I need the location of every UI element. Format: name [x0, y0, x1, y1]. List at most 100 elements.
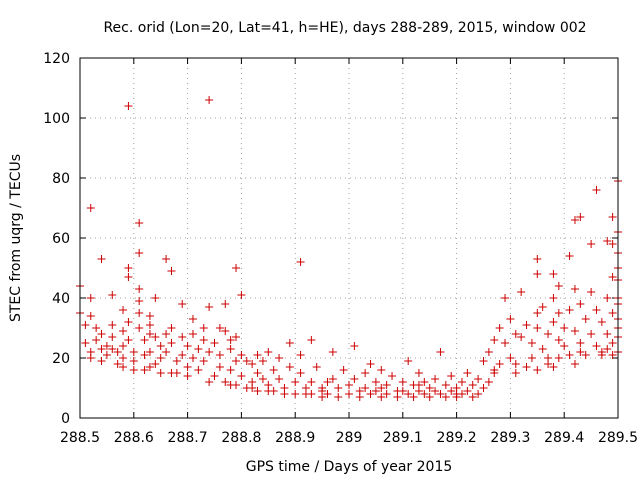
data-point	[549, 294, 558, 302]
data-point	[135, 309, 144, 317]
data-point	[307, 378, 316, 386]
data-point	[533, 366, 542, 374]
data-point	[253, 387, 262, 395]
data-point	[597, 318, 606, 326]
data-point	[97, 330, 106, 338]
data-point	[145, 312, 154, 320]
data-point	[124, 264, 133, 272]
x-tick-label: 288.9	[275, 430, 315, 446]
data-point	[237, 351, 246, 359]
data-point	[592, 306, 601, 314]
data-point	[188, 330, 197, 338]
data-point	[318, 393, 327, 401]
data-point	[301, 390, 310, 398]
data-point	[457, 378, 466, 386]
data-point	[554, 282, 563, 290]
data-point	[576, 213, 585, 221]
data-point	[350, 342, 359, 350]
data-point	[565, 306, 574, 314]
data-point	[511, 369, 520, 377]
data-point	[431, 387, 440, 395]
data-point	[226, 366, 235, 374]
data-point	[151, 333, 160, 341]
data-point	[490, 366, 499, 374]
data-point	[215, 363, 224, 371]
data-point	[145, 363, 154, 371]
data-point	[248, 360, 257, 368]
data-point	[388, 372, 397, 380]
data-point	[162, 255, 171, 263]
data-point	[334, 384, 343, 392]
data-point	[199, 324, 208, 332]
data-points	[76, 96, 622, 401]
data-point	[215, 351, 224, 359]
data-point	[484, 378, 493, 386]
data-point	[156, 369, 165, 377]
data-point	[441, 393, 450, 401]
data-point	[538, 303, 547, 311]
data-point	[205, 96, 214, 104]
data-point	[140, 336, 149, 344]
data-point	[296, 369, 305, 377]
data-point	[183, 372, 192, 380]
data-point	[119, 306, 128, 314]
data-point	[264, 348, 273, 356]
y-axis-label: STEC from uqrg / TECUs	[8, 154, 24, 322]
data-point	[162, 330, 171, 338]
data-point	[420, 390, 429, 398]
data-point	[205, 348, 214, 356]
data-point	[205, 378, 214, 386]
chart-title: Rec. orid (Lon=20, Lat=41, h=HE), days 2…	[103, 20, 586, 36]
data-point	[226, 381, 235, 389]
data-point	[597, 351, 606, 359]
x-tick-label: 288.8	[221, 430, 261, 446]
x-axis-label: GPS time / Days of year 2015	[246, 459, 453, 475]
data-point	[377, 384, 386, 392]
data-point	[178, 300, 187, 308]
data-point	[221, 300, 230, 308]
data-point	[468, 381, 477, 389]
data-point	[592, 186, 601, 194]
x-tick-label: 289.5	[598, 430, 638, 446]
data-point	[603, 294, 612, 302]
data-point	[92, 336, 101, 344]
data-point	[129, 348, 138, 356]
data-point	[533, 270, 542, 278]
data-point	[436, 348, 445, 356]
data-point	[560, 342, 569, 350]
data-point	[269, 366, 278, 374]
data-point	[522, 321, 531, 329]
data-point	[178, 351, 187, 359]
data-point	[156, 342, 165, 350]
data-point	[215, 324, 224, 332]
data-point	[560, 324, 569, 332]
data-point	[350, 375, 359, 383]
data-point	[145, 330, 154, 338]
data-point	[97, 255, 106, 263]
data-point	[167, 324, 176, 332]
data-point	[447, 372, 456, 380]
data-point	[280, 390, 289, 398]
data-point	[140, 366, 149, 374]
data-point	[296, 351, 305, 359]
y-tick-label: 120	[43, 51, 70, 67]
data-point	[162, 348, 171, 356]
data-point	[404, 357, 413, 365]
data-point	[501, 294, 510, 302]
data-point	[570, 327, 579, 335]
data-point	[468, 393, 477, 401]
data-point	[345, 390, 353, 398]
x-tick-label: 289.1	[383, 430, 423, 446]
data-point	[275, 354, 284, 362]
data-point	[608, 351, 617, 359]
data-point	[608, 213, 617, 221]
data-point	[188, 354, 197, 362]
data-point	[544, 360, 553, 368]
data-point	[425, 384, 434, 392]
x-tick-label: 289.4	[544, 430, 584, 446]
data-point	[361, 384, 370, 392]
data-point	[140, 351, 149, 359]
data-point	[479, 357, 488, 365]
data-point	[108, 321, 117, 329]
data-point	[495, 360, 504, 368]
